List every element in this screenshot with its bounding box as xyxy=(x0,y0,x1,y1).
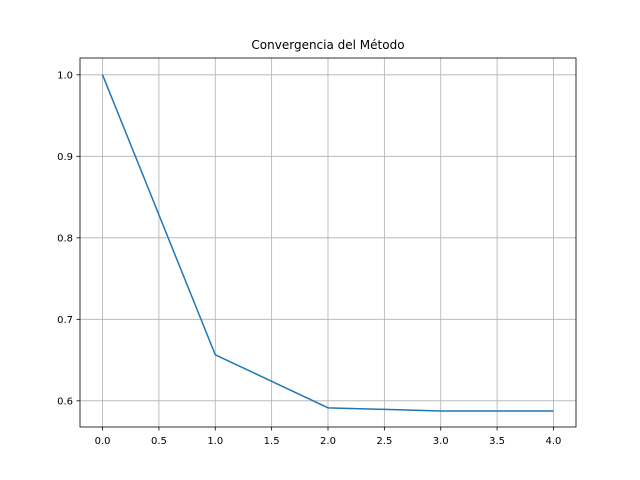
y-tick-labels: 0.6 0.7 0.8 0.9 1.0 xyxy=(57,70,73,407)
x-tick-label: 2.5 xyxy=(376,436,392,447)
chart-title: Convergencia del Método xyxy=(251,38,404,52)
x-tick-label: 3.5 xyxy=(489,436,505,447)
y-tick-label: 1.0 xyxy=(57,70,73,81)
x-tick-label: 3.0 xyxy=(433,436,449,447)
x-tick-label: 1.0 xyxy=(207,436,223,447)
y-tick-label: 0.8 xyxy=(57,233,73,244)
series-layer xyxy=(101,74,554,412)
y-tick-label: 0.7 xyxy=(57,315,73,326)
grid-lines xyxy=(80,58,576,427)
y-tick-label: 0.6 xyxy=(57,396,73,407)
x-tick-label: 4.0 xyxy=(546,436,562,447)
x-tick-label: 1.5 xyxy=(264,436,280,447)
y-tick-label: 0.9 xyxy=(57,152,73,163)
x-tick-label: 0.5 xyxy=(151,436,167,447)
x-tick-label: 2.0 xyxy=(320,436,336,447)
tick-marks xyxy=(76,74,554,431)
x-tick-labels: 0.0 0.5 1.0 1.5 2.0 2.5 3.0 3.5 4.0 xyxy=(95,436,562,447)
x-tick-label: 0.0 xyxy=(95,436,111,447)
